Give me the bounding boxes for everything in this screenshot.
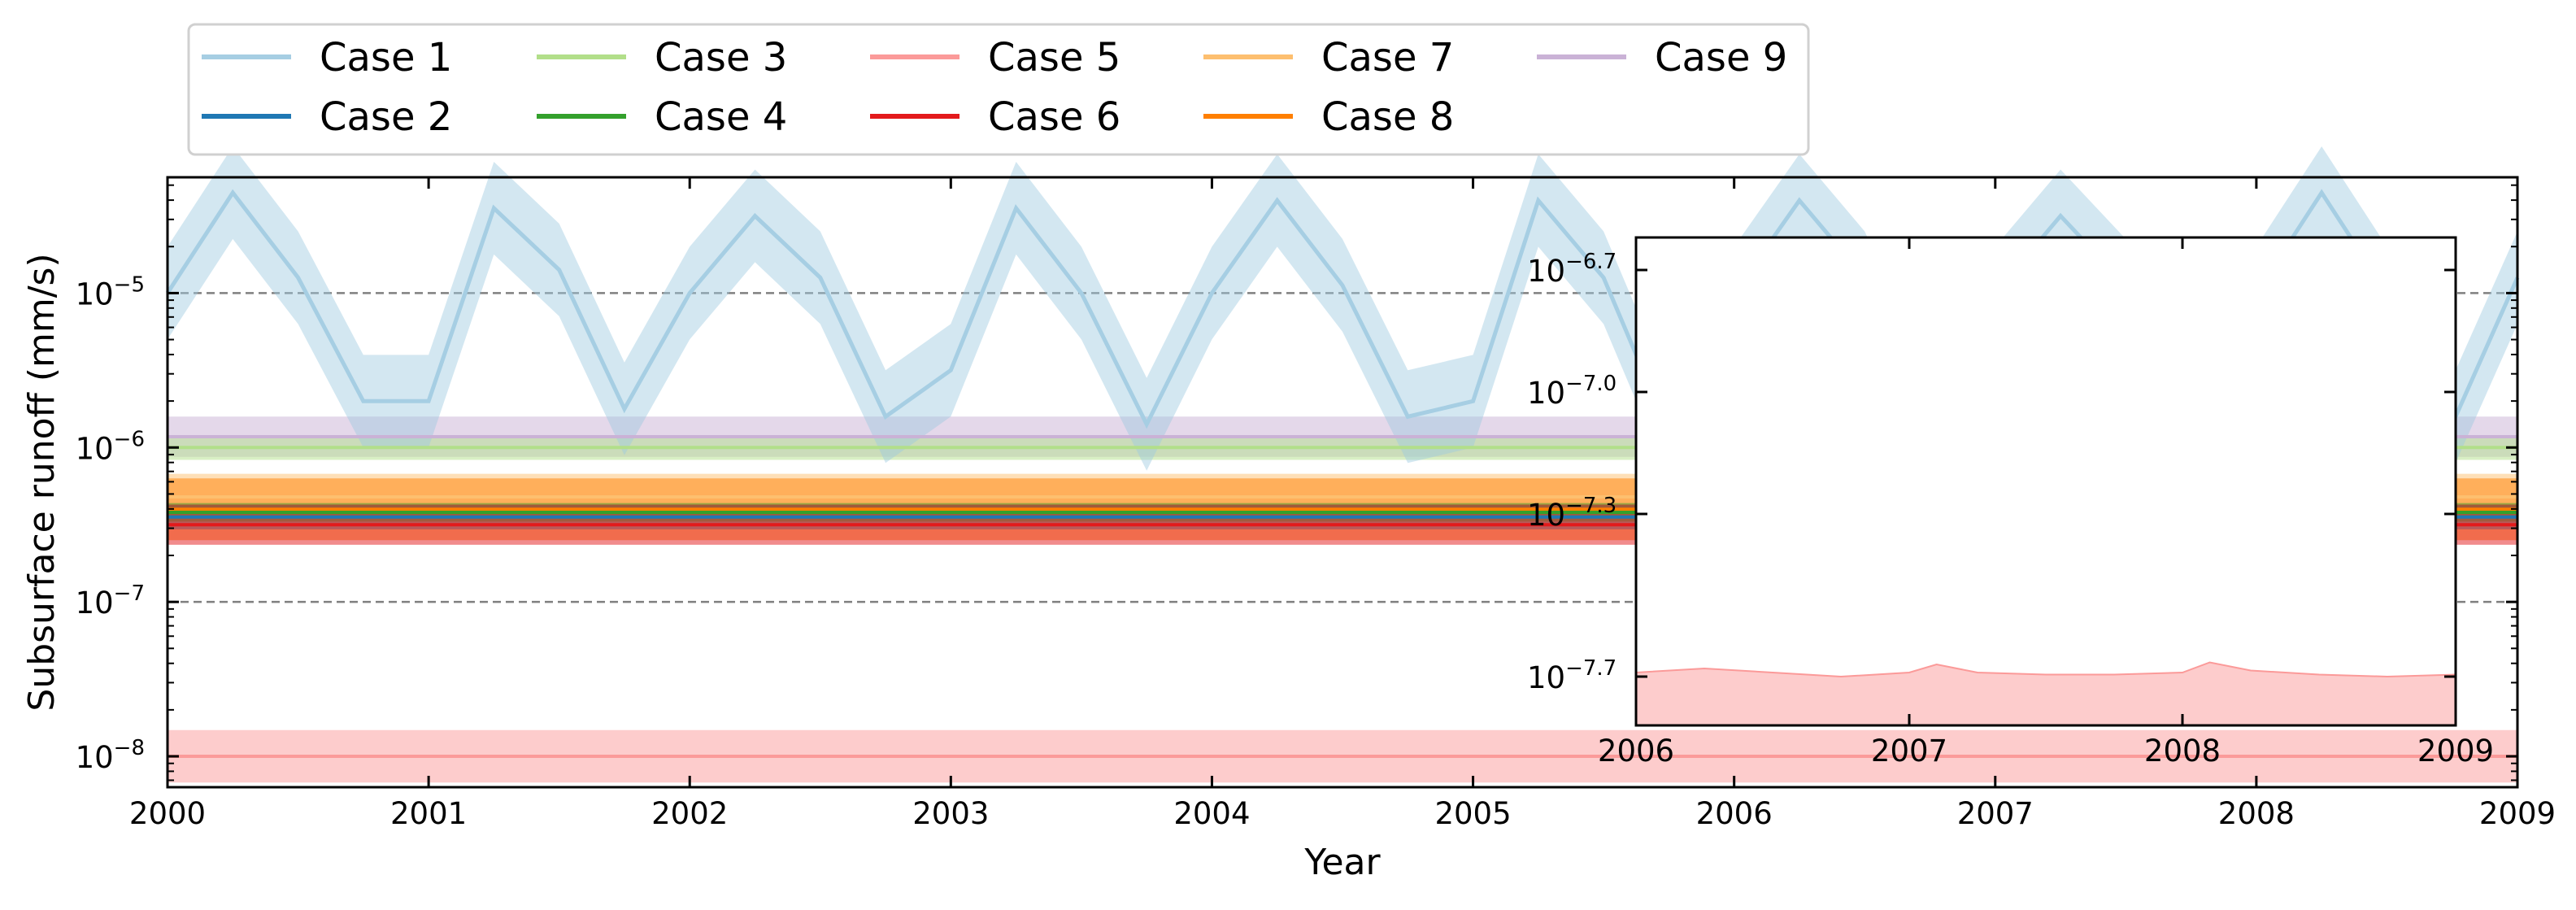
- inset-y-tick-label: 10−6.7: [1527, 250, 1617, 289]
- legend-item: Case 9: [1537, 35, 1787, 81]
- inset-y-tick-label: 10−7.3: [1527, 494, 1617, 533]
- legend-label: Case 9: [1655, 35, 1787, 81]
- y-axis-title: Subsurface runoff (mm/s): [21, 253, 63, 711]
- legend-item: Case 5: [870, 35, 1120, 81]
- legend-label: Case 2: [320, 94, 452, 140]
- inset-y-tick-label: 10−7.0: [1527, 372, 1617, 411]
- x-tick-label: 2008: [2218, 796, 2295, 831]
- x-tick-label: 2000: [129, 796, 206, 831]
- y-tick-label: 10−5: [76, 272, 145, 311]
- legend-item: Case 2: [202, 94, 452, 140]
- legend-label: Case 6: [988, 94, 1120, 140]
- legend-item: Case 6: [870, 94, 1120, 140]
- inset-ticks: 2006 2007 2008 2009 10−6.7 10−7.0 10−7.3 10−7.7: [1527, 237, 2494, 768]
- x-tick-label: 2001: [390, 796, 467, 831]
- legend-label: Case 5: [988, 35, 1120, 81]
- legend-label: Case 7: [1321, 35, 1454, 81]
- y-tick-label: 10−8: [76, 736, 145, 775]
- x-tick-label: 2007: [1957, 796, 2034, 831]
- inset-chart: 2006 2007 2008 2009 10−6.7 10−7.0 10−7.3 10−7.7: [1527, 236, 2494, 768]
- y-tick-label: 10−7: [76, 581, 145, 620]
- x-tick-label: 2003: [912, 796, 989, 831]
- inset-background: [1636, 237, 2456, 725]
- inset-x-tick-label: 2007: [1871, 734, 1947, 768]
- inset-x-tick-label: 2008: [2144, 734, 2221, 768]
- legend-label: Case 1: [320, 35, 452, 81]
- inset-frame: [1634, 236, 2457, 727]
- legend-label: Case 3: [655, 35, 787, 81]
- legend-item: Case 4: [537, 94, 787, 140]
- legend-item: Case 3: [537, 35, 787, 81]
- legend: Case 1 Case 2 Case 3 Case 4 Case 5 Case 6 Case…: [187, 23, 1810, 156]
- inset-x-tick-label: 2009: [2417, 734, 2494, 768]
- legend-item: Case 7: [1203, 35, 1454, 81]
- x-tick-label: 2006: [1696, 796, 1773, 831]
- x-tick-label: 2004: [1173, 796, 1250, 831]
- x-tick-label: 2005: [1434, 796, 1511, 831]
- legend-label: Case 8: [1321, 94, 1454, 140]
- inset-y-tick-label: 10−7.7: [1527, 656, 1617, 695]
- x-tick-label: 2002: [651, 796, 728, 831]
- legend-item: Case 8: [1203, 94, 1454, 140]
- x-tick-label: 2009: [2479, 796, 2556, 831]
- inset-x-tick-label: 2006: [1598, 734, 1674, 768]
- legend-label: Case 4: [655, 94, 787, 140]
- x-axis-title: Year: [1303, 842, 1381, 883]
- main-ticks: 2000 2001 2002 2003 2004 2005 2006 2007 2008 2009…: [76, 177, 2556, 831]
- y-tick-label: 10−6: [76, 427, 145, 466]
- legend-item: Case 1: [202, 35, 452, 81]
